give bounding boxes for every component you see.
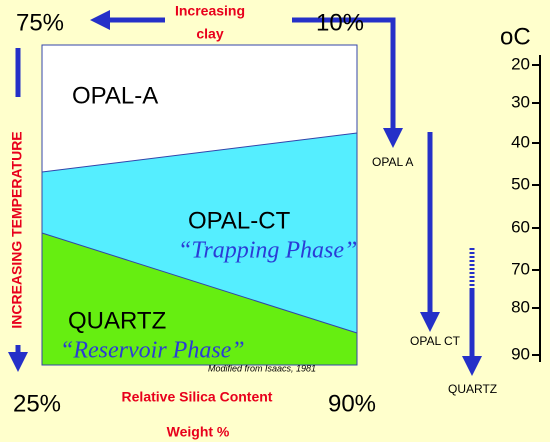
tick-label: 70: [511, 259, 530, 278]
tick-label: 30: [511, 92, 530, 111]
side-label: INCREASING TEMPERATURE: [9, 131, 25, 328]
region-label: OPAL-A: [72, 82, 158, 109]
axis-label: Relative Silica Content: [122, 389, 273, 405]
label: clay: [196, 26, 223, 42]
label: 25%: [13, 390, 61, 417]
label: 75%: [16, 9, 64, 36]
region-note: “Reservoir Phase”: [60, 338, 245, 364]
label: 10%: [316, 9, 364, 36]
tick-label: 90: [511, 344, 530, 363]
box: [41, 44, 358, 366]
boundary: [41, 132, 358, 173]
boundary: [41, 232, 358, 334]
opal-ct-region: [42, 133, 357, 333]
tick-label: 50: [511, 174, 530, 193]
axis-unit: Weight %: [167, 424, 230, 440]
region-note: “Trapping Phase”: [178, 238, 357, 264]
tick-label: 80: [511, 297, 530, 316]
arrow-label: QUARTZ: [448, 382, 497, 396]
label: 90%: [328, 390, 376, 417]
tick-label: 60: [511, 217, 530, 236]
region-label: OPAL-CT: [188, 207, 291, 234]
quartz-region: [42, 233, 357, 365]
tick-label: 20: [511, 54, 530, 73]
arrow: [292, 17, 403, 148]
source: Modified from Isaacs, 1981: [208, 363, 316, 373]
arrow-label: OPAL CT: [410, 334, 461, 348]
unit-label: oC: [500, 23, 531, 50]
label: Increasing: [175, 3, 245, 19]
tick-label: 40: [511, 132, 530, 151]
arrow-label: OPAL A: [372, 155, 413, 169]
region-label: QUARTZ: [68, 307, 166, 334]
